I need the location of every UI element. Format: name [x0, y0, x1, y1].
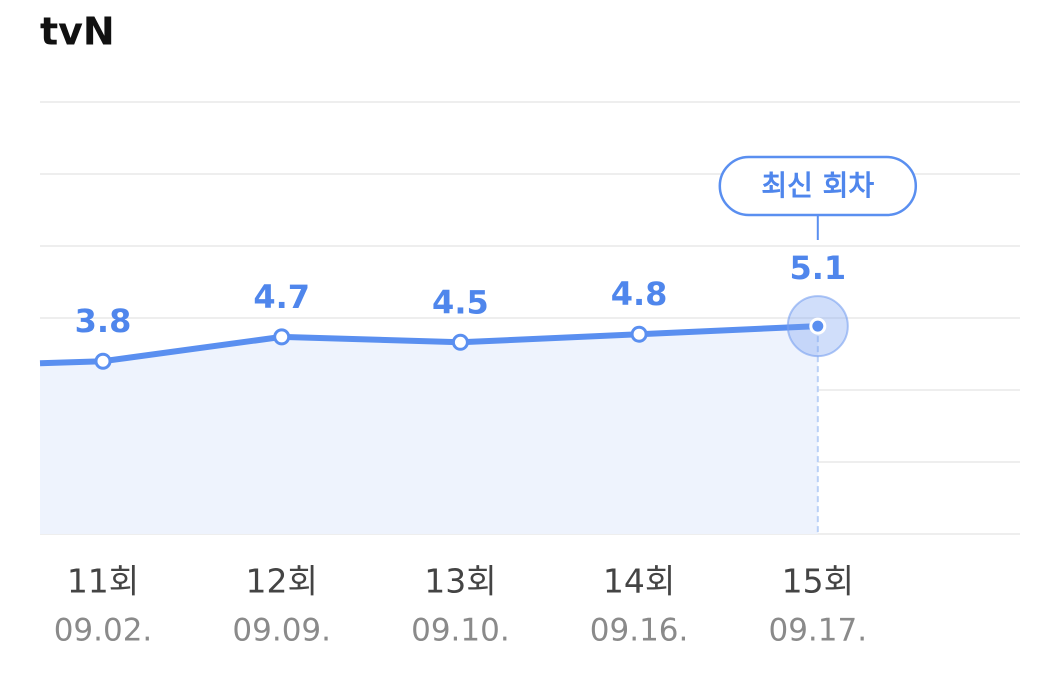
point	[451, 333, 469, 351]
line-lead-in	[39, 358, 104, 367]
x-sublabel: 09.17.	[768, 613, 867, 649]
annotation-box	[718, 155, 918, 217]
x-tick-label: 13회	[424, 562, 496, 601]
point	[94, 352, 112, 370]
x-tick-label: 15회	[782, 562, 854, 601]
x-sublabel: 09.16.	[590, 613, 689, 649]
value-label: 4.7	[253, 278, 310, 316]
value-label: 5.1	[789, 249, 846, 287]
x-tick-label: 11회	[67, 562, 139, 601]
x-tick-label: 14회	[603, 562, 675, 601]
chart-title: tvN	[40, 10, 115, 54]
x-sublabel: 09.10.	[411, 613, 510, 649]
value-label: 4.8	[611, 275, 668, 313]
point	[273, 328, 291, 346]
value-label: 3.8	[75, 302, 132, 340]
x-sublabel: 09.09.	[232, 613, 331, 649]
value-label: 4.5	[432, 283, 489, 321]
point	[630, 325, 648, 343]
x-sublabel: 09.02.	[54, 613, 153, 649]
area	[40, 326, 818, 534]
x-tick-label: 12회	[246, 562, 318, 601]
point	[809, 317, 827, 335]
annotation: 최신 회차	[761, 169, 874, 202]
